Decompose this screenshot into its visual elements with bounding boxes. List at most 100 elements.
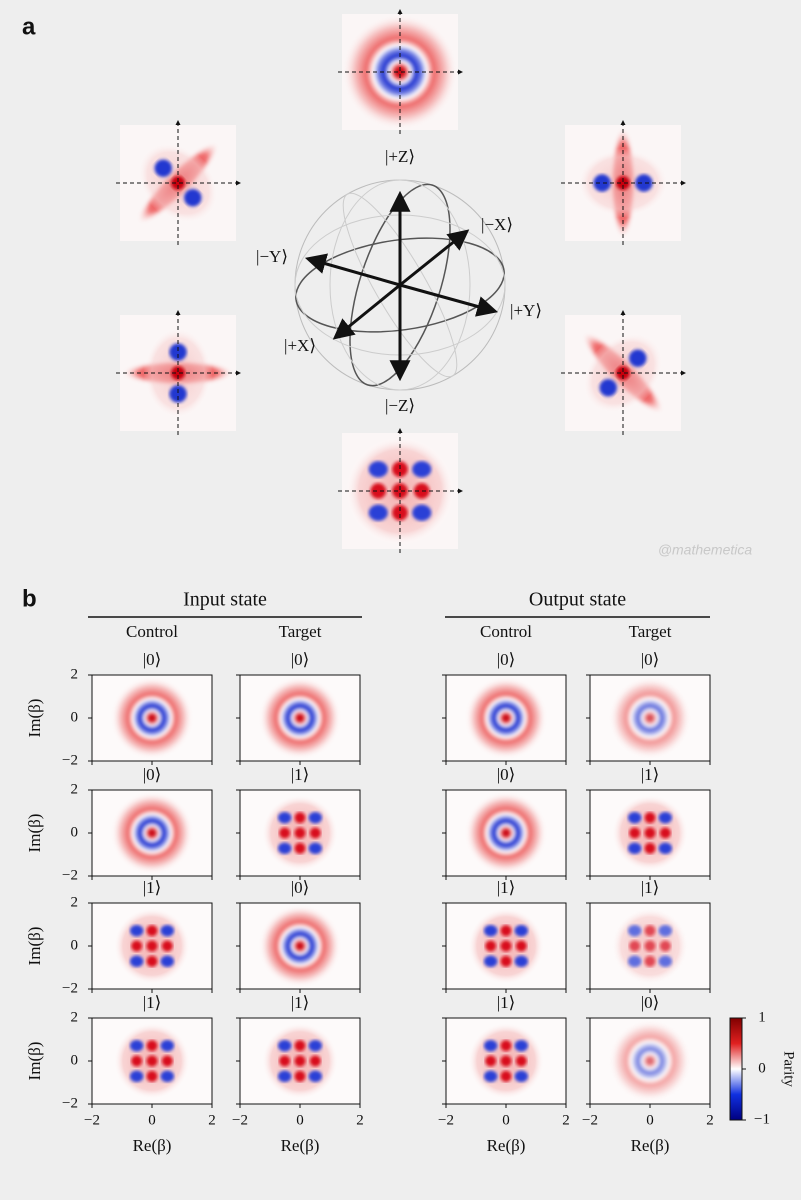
wigner-plot	[88, 902, 213, 993]
state-label: |−Z⟩	[385, 396, 415, 415]
wigner	[111, 792, 193, 874]
wigner-blob	[644, 925, 656, 937]
wigner-blob	[392, 504, 408, 521]
wigner-blob	[129, 1070, 144, 1083]
wigner-blob	[483, 1070, 498, 1083]
wigner	[113, 1022, 191, 1100]
wigner-ring	[465, 677, 547, 759]
wigner	[113, 907, 191, 985]
wigner-blob	[161, 1055, 173, 1067]
wigner-ring	[111, 677, 193, 759]
wigner-ring	[609, 677, 691, 759]
wigner-cat	[136, 141, 220, 225]
wigner-blob	[169, 343, 187, 361]
y-axis-label: Im(β)	[25, 1042, 44, 1081]
wigner-blob	[294, 1040, 306, 1052]
wigner-blob	[308, 1070, 323, 1083]
wigner-blob	[308, 1039, 323, 1052]
x-tick-label: 2	[356, 1112, 364, 1128]
wigner-blob	[644, 955, 656, 967]
wigner-plot	[88, 1017, 213, 1108]
panel-label: b	[22, 585, 37, 612]
wigner-blob	[146, 940, 158, 952]
wigner-ring	[259, 677, 341, 759]
wigner-ring	[342, 14, 458, 130]
wigner-plot	[442, 789, 567, 880]
wigner-blob	[129, 924, 144, 937]
wigner-blob	[627, 955, 642, 968]
y-axis-label: Im(β)	[25, 699, 44, 738]
y-axis-label: Im(β)	[25, 814, 44, 853]
ket-label: |0⟩	[143, 650, 162, 669]
ket-label: |1⟩	[497, 878, 516, 897]
y-tick-label: 2	[71, 894, 79, 910]
wigner-blob	[658, 955, 673, 968]
wigner-blob	[368, 461, 388, 478]
wigner-blob	[184, 189, 202, 207]
wigner-blob	[146, 1040, 158, 1052]
wigner-tile	[561, 120, 686, 245]
wigner-blob	[294, 812, 306, 824]
wigner-tile	[338, 428, 463, 553]
ket-label: |0⟩	[641, 650, 660, 669]
wigner-tile	[338, 9, 463, 134]
x-tick-label: 0	[502, 1112, 510, 1128]
ket-label: |1⟩	[291, 765, 310, 784]
y-tick-label: 0	[71, 824, 79, 840]
wigner-blob	[485, 940, 497, 952]
wigner-blob	[370, 483, 387, 499]
wigner-cat	[121, 326, 235, 420]
y-tick-label: 0	[71, 1052, 79, 1068]
wigner-blob	[309, 827, 321, 839]
wigner-plot	[236, 902, 361, 993]
wigner-blob	[279, 827, 291, 839]
x-tick-label: −2	[84, 1112, 100, 1128]
wigner-blob	[500, 940, 512, 952]
ket-label: |0⟩	[497, 650, 516, 669]
ket-label: |0⟩	[291, 878, 310, 897]
wigner-plot	[586, 789, 711, 880]
panel-label: a	[22, 13, 36, 40]
wigner-plot	[88, 789, 213, 880]
wigner-blob	[599, 379, 617, 397]
x-axis-label: Re(β)	[631, 1136, 670, 1155]
x-tick-label: −2	[232, 1112, 248, 1128]
colorbar	[729, 1017, 743, 1121]
wigner-blob	[131, 940, 143, 952]
wigner-blob	[294, 842, 306, 854]
wigner	[465, 792, 547, 874]
wigner-blob	[644, 827, 656, 839]
wigner-tile	[116, 310, 241, 435]
x-axis-label: Re(β)	[487, 1136, 526, 1155]
wigner-blob	[171, 176, 185, 190]
wigner	[467, 1022, 545, 1100]
wigner-blob	[412, 461, 432, 478]
ket-label: |0⟩	[497, 765, 516, 784]
wigner-blob	[515, 1055, 527, 1067]
wigner-blob	[616, 176, 630, 190]
column-header: Control	[480, 622, 532, 641]
wigner	[611, 794, 689, 872]
wigner-ring	[609, 1020, 691, 1102]
y-tick-label: 2	[71, 666, 79, 682]
wigner-blob	[146, 925, 158, 937]
column-header: Control	[126, 622, 178, 641]
wigner-blob	[629, 940, 641, 952]
wigner-blob	[593, 174, 611, 192]
y-tick-label: 2	[71, 1009, 79, 1025]
wigner-blob	[171, 366, 185, 380]
ket-label: |1⟩	[291, 993, 310, 1012]
wigner-ring	[465, 792, 547, 874]
wigner-ring	[259, 905, 341, 987]
wigner-blob	[154, 159, 172, 177]
wigner-plot	[586, 902, 711, 993]
x-tick-label: 0	[148, 1112, 156, 1128]
state-label: |−Y⟩	[256, 247, 288, 266]
ket-label: |1⟩	[641, 878, 660, 897]
wigner-blob	[160, 1039, 175, 1052]
wigner-cat	[581, 331, 665, 415]
wigner-blob	[308, 842, 323, 855]
wigner-blob	[146, 1070, 158, 1082]
wigner-blob	[483, 955, 498, 968]
